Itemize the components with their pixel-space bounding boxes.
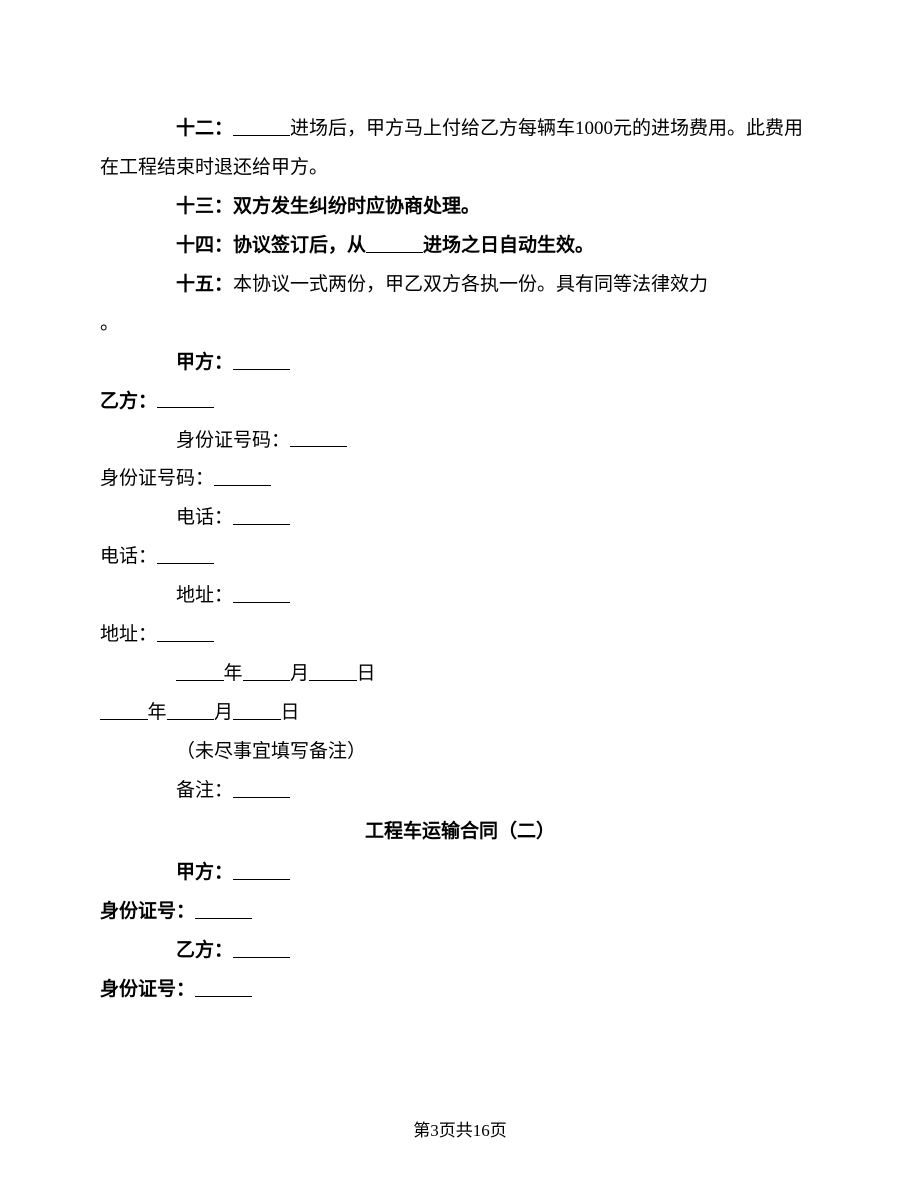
blank-field <box>290 428 347 447</box>
date-line-1: 年月日 <box>100 655 820 694</box>
id-number-line-2: 身份证号码： <box>100 460 820 499</box>
party-b-line: 乙方： <box>100 383 820 422</box>
blank-field <box>157 389 214 408</box>
blank-field <box>214 467 271 486</box>
section2-party-b-line: 乙方： <box>100 932 820 971</box>
page-footer: 第3页共16页 <box>0 1116 920 1141</box>
date-line-2: 年月日 <box>100 694 820 733</box>
clause-12: 十二：进场后，甲方马上付给乙方每辆车1000元的进场费用。此费用在工程结束时退还… <box>100 110 820 188</box>
phone-label: 电话： <box>100 546 157 567</box>
remarks-line: 备注： <box>100 772 820 811</box>
section2-id-a-line: 身份证号： <box>100 893 820 932</box>
year-label: 年 <box>148 702 167 723</box>
blank-field <box>366 234 423 253</box>
clause-15: 十五：本协议一式两份，甲乙双方各执一份。具有同等法律效力 <box>100 266 820 305</box>
year-label: 年 <box>224 663 243 684</box>
phone-label: 电话： <box>176 507 233 528</box>
month-label: 月 <box>290 663 309 684</box>
document-content: 十二：进场后，甲方马上付给乙方每辆车1000元的进场费用。此费用在工程结束时退还… <box>100 110 820 1010</box>
clause-15-end: 。 <box>100 305 820 344</box>
blank-field <box>309 662 357 681</box>
party-b-label: 乙方： <box>176 940 233 961</box>
clause-14: 十四：协议签订后，从 进场之日自动生效。 <box>100 227 820 266</box>
blank-field <box>233 701 281 720</box>
id-number-line-1: 身份证号码： <box>100 422 820 461</box>
section2-id-b-line: 身份证号： <box>100 971 820 1010</box>
address-line-2: 地址： <box>100 616 820 655</box>
address-label: 地址： <box>100 624 157 645</box>
clause-12-label: 十二： <box>176 118 233 139</box>
party-a-label: 甲方： <box>176 352 233 373</box>
blank-field <box>157 545 214 564</box>
blank-field <box>233 939 290 958</box>
clause-14-after: 进场之日自动生效。 <box>423 235 594 256</box>
clause-13-text: 双方发生纠纷时应协商处理。 <box>233 196 480 217</box>
address-label: 地址： <box>176 585 233 606</box>
phone-line-1: 电话： <box>100 499 820 538</box>
blank-field <box>233 506 290 525</box>
blank-field <box>233 861 290 880</box>
id-short-label: 身份证号： <box>100 901 195 922</box>
party-b-label: 乙方： <box>100 391 157 412</box>
blank-field <box>157 623 214 642</box>
address-line-1: 地址： <box>100 577 820 616</box>
day-label: 日 <box>281 702 300 723</box>
id-number-label: 身份证号码： <box>100 468 214 489</box>
party-a-label: 甲方： <box>176 862 233 883</box>
party-a-line: 甲方： <box>100 344 820 383</box>
clause-13-label: 十三： <box>176 196 233 217</box>
clause-14-before: 协议签订后，从 <box>233 235 366 256</box>
blank-field <box>167 701 215 720</box>
id-short-label: 身份证号： <box>100 979 195 1000</box>
blank-field <box>233 779 290 798</box>
section2-party-a-line: 甲方： <box>100 854 820 893</box>
clause-13: 十三：双方发生纠纷时应协商处理。 <box>100 188 820 227</box>
blank-field <box>195 978 252 997</box>
clause-15-text: 本协议一式两份，甲乙双方各执一份。具有同等法律效力 <box>233 274 708 295</box>
blank-field <box>243 662 291 681</box>
clause-14-label: 十四： <box>176 235 233 256</box>
remarks-note: （未尽事宜填写备注） <box>100 733 820 772</box>
phone-line-2: 电话： <box>100 538 820 577</box>
blank-field <box>100 701 148 720</box>
blank-field <box>233 117 290 136</box>
blank-field <box>195 900 252 919</box>
blank-field <box>233 351 290 370</box>
remarks-label: 备注： <box>176 780 233 801</box>
section-2-title: 工程车运输合同（二） <box>100 813 820 852</box>
day-label: 日 <box>357 663 376 684</box>
clause-15-label: 十五： <box>176 274 233 295</box>
blank-field <box>233 584 290 603</box>
id-number-label: 身份证号码： <box>176 430 290 451</box>
month-label: 月 <box>214 702 233 723</box>
blank-field <box>176 662 224 681</box>
